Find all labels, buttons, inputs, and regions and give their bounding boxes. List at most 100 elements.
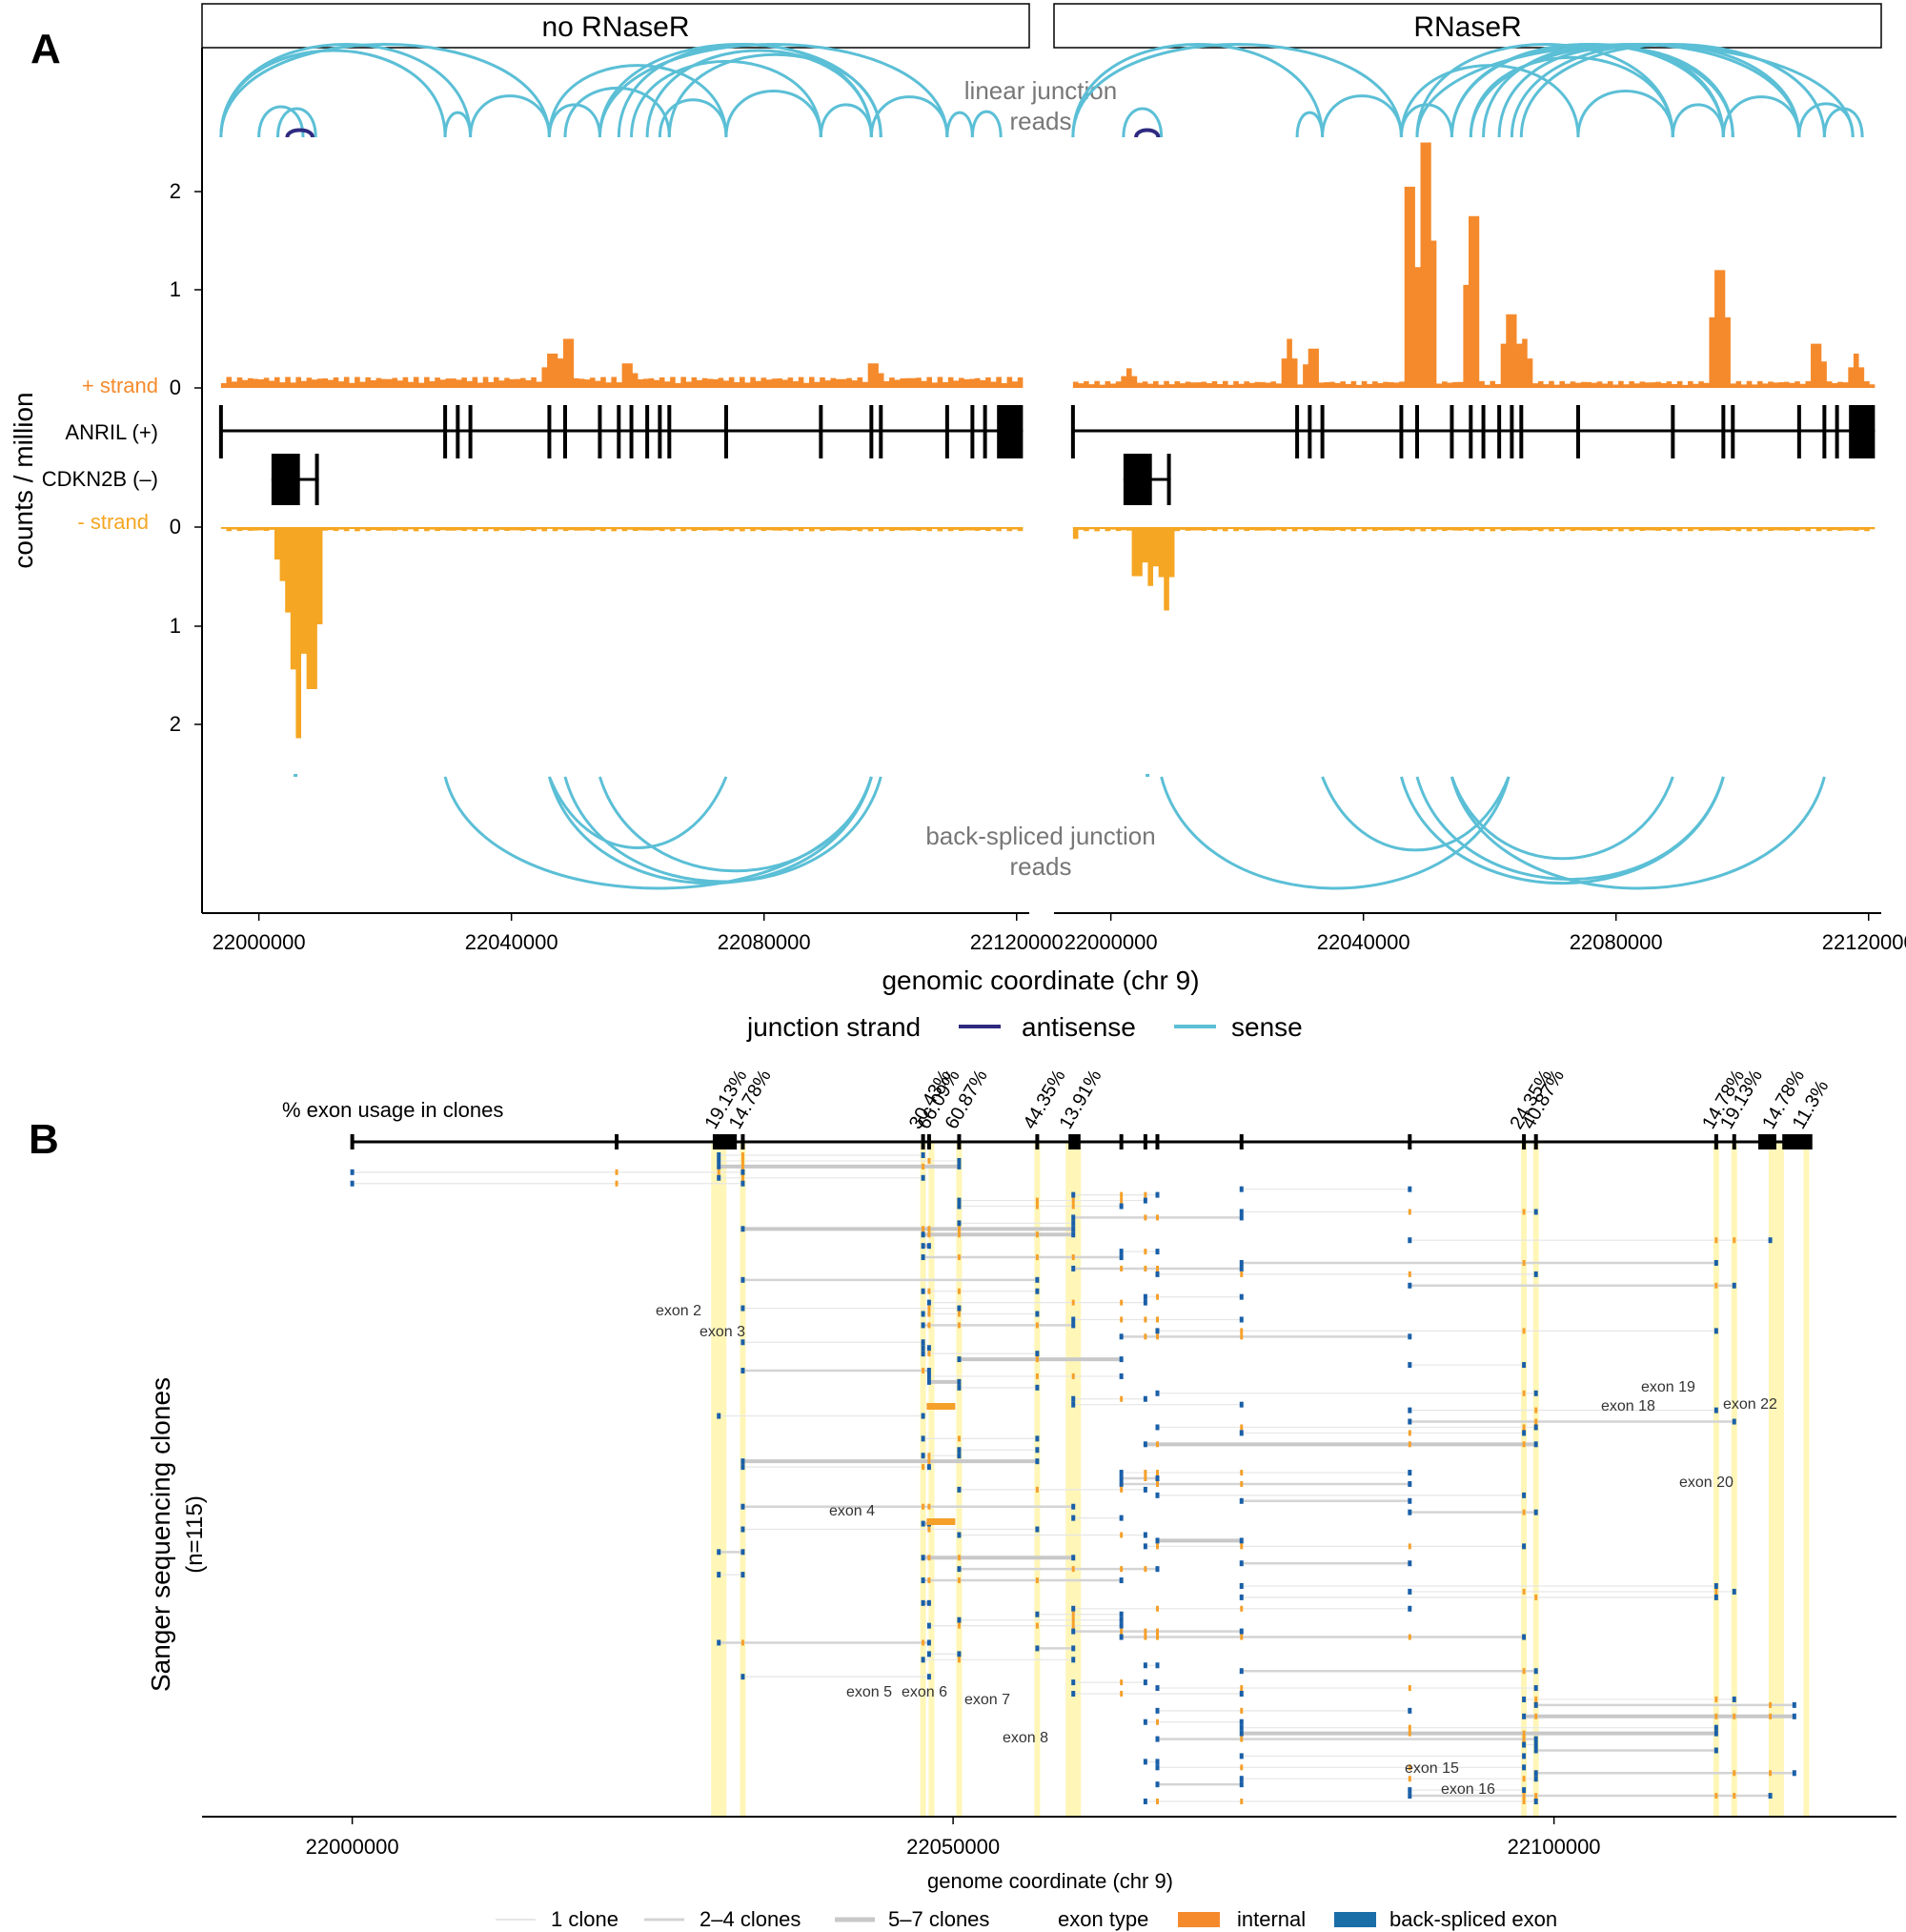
legend-label-internal: internal <box>1237 1907 1306 1931</box>
clone-back-spliced-exon <box>921 1322 925 1329</box>
clone-internal-exon <box>957 1231 961 1238</box>
clone-internal-exon <box>1240 1480 1244 1487</box>
clone-internal-exon <box>1714 1696 1718 1702</box>
clone-back-spliced-exon <box>1522 1764 1527 1771</box>
clone-internal-exon <box>1240 1799 1244 1804</box>
clone-internal-exon <box>1071 1299 1075 1306</box>
clone-internal-exon <box>1714 1237 1718 1244</box>
clone-back-spliced-exon <box>921 1231 925 1238</box>
clone-back-spliced-exon <box>1522 1787 1527 1794</box>
exon-highlight-band <box>1521 1142 1528 1817</box>
panel-b: B % exon usage in clones 19.13%14.78% 30.… <box>29 1067 1896 1931</box>
clone-internal-exon <box>1408 1441 1411 1448</box>
clone-internal-exon <box>1035 1577 1039 1584</box>
clone-internal-exon <box>1120 1191 1124 1198</box>
clone-back-spliced-exon <box>1035 1384 1040 1391</box>
clone-back-spliced-exon <box>1408 1707 1412 1714</box>
clone-back-spliced-exon <box>926 1599 931 1606</box>
clone-back-spliced-exon <box>1143 1679 1147 1686</box>
clone-back-spliced-exon <box>1155 1736 1160 1742</box>
clone-back-spliced-exon <box>1408 1480 1412 1487</box>
clone-back-spliced-exon <box>1239 1497 1244 1504</box>
clone-back-spliced-exon <box>1155 1537 1160 1544</box>
clone-back-spliced-exon <box>350 1169 355 1175</box>
backspliced-small-mark <box>294 774 298 777</box>
clone-back-spliced-exon <box>1239 1293 1244 1300</box>
clone-internal-exon <box>1240 1424 1244 1431</box>
clone-back-spliced-exon <box>1071 1605 1076 1612</box>
clone-internal-exon <box>1240 1328 1244 1334</box>
clone-internal-exon <box>1733 1713 1736 1719</box>
clone-back-spliced-exon <box>1143 1299 1147 1306</box>
exon-highlight-bands <box>711 1142 1810 1817</box>
anril-exon <box>1308 405 1312 458</box>
clone-internal-exon <box>1733 1770 1736 1777</box>
clone-back-spliced-exon <box>1522 1492 1527 1498</box>
panel-a-y-axis-title: counts / million <box>9 392 38 568</box>
exon-label-15: exon 15 <box>1405 1760 1459 1777</box>
backsplice-note-line2: reads <box>1009 852 1071 881</box>
clone-back-spliced-exon <box>1239 1214 1244 1221</box>
clone-internal-exon <box>1155 1543 1159 1550</box>
clone-back-spliced-exon <box>717 1163 721 1169</box>
clone-back-spliced-exon <box>1239 1260 1244 1266</box>
clone-back-spliced-exon <box>740 1674 745 1680</box>
clone-internal-exon <box>927 1555 931 1561</box>
clone-back-spliced-exon <box>1768 1237 1773 1244</box>
reference-exon <box>615 1134 619 1149</box>
clone-reference-gene <box>350 1134 1813 1149</box>
exon-usage-title: % exon usage in clones <box>282 1098 503 1122</box>
x-tick-label-b: 22050000 <box>906 1835 1000 1859</box>
clone-internal-exon <box>1120 1316 1124 1323</box>
anril-exon <box>1575 405 1580 458</box>
clone-back-spliced-exon <box>1792 1713 1796 1719</box>
clone-back-spliced-exon <box>1119 1254 1124 1261</box>
clone-internal-exon <box>1769 1701 1773 1708</box>
clone-back-spliced-exon <box>1071 1503 1076 1510</box>
backspliced-junction-arc <box>1415 776 1725 882</box>
clone-back-spliced-exon <box>1239 1583 1244 1589</box>
linear-junction-arc-antisense <box>1134 128 1161 138</box>
clone-internal-exon <box>957 1226 961 1232</box>
exon-highlight-band <box>928 1142 935 1817</box>
clone-back-spliced-exon <box>1713 1407 1718 1413</box>
clone-internal-exon <box>1071 1566 1075 1573</box>
facet-strip-rnaser <box>1053 3 1882 49</box>
clone-internal-exon <box>1408 1543 1411 1550</box>
clone-back-spliced-exon <box>1071 1515 1076 1521</box>
clone-internal-exon <box>1408 1764 1411 1771</box>
clone-back-spliced-exon <box>1533 1424 1538 1431</box>
anril-last-exon <box>997 405 1024 458</box>
clone-internal-exon <box>927 1157 931 1164</box>
reference-exon <box>1119 1134 1124 1149</box>
clone-internal-exon <box>1144 1249 1147 1255</box>
clone-internal-exon <box>1240 1271 1244 1277</box>
clone-internal-exon <box>740 1157 744 1164</box>
clone-internal-exon <box>1155 1265 1159 1271</box>
clone-back-spliced-exon <box>1713 1260 1718 1266</box>
clone-internal-exon <box>922 1464 925 1471</box>
clone-back-spliced-exon <box>1408 1186 1412 1192</box>
clone-back-spliced-exon <box>740 1180 745 1187</box>
y-tick-plus-0: 0 <box>170 376 181 399</box>
clone-back-spliced-exon <box>926 1373 931 1379</box>
reference-exon <box>740 1134 745 1149</box>
clone-back-spliced-exon <box>1071 1322 1076 1329</box>
clone-internal-exon <box>957 1288 961 1294</box>
anril-exon <box>598 405 602 458</box>
panel-b-y-axis-subtitle: (n=115) <box>182 1495 208 1574</box>
clone-internal-exon <box>1733 1793 1736 1800</box>
clone-back-spliced-exon <box>1239 1718 1244 1725</box>
clone-back-spliced-exon <box>1119 1356 1124 1363</box>
clone-back-spliced-exon <box>1408 1588 1412 1595</box>
clone-back-spliced-exon <box>957 1453 962 1459</box>
clone-back-spliced-exon <box>957 1447 962 1454</box>
clone-back-spliced-exon <box>1143 1441 1147 1448</box>
clone-back-spliced-exon <box>1408 1333 1412 1340</box>
anril-exon <box>456 405 460 458</box>
exon-highlight-band <box>1065 1142 1082 1817</box>
panel-a: A no RNaseR RNaseR 2 1 0 0 1 2 + strand … <box>9 3 1906 1042</box>
clone-internal-exon <box>1120 1265 1124 1271</box>
clone-back-spliced-exon <box>1035 1611 1040 1617</box>
linear-junction-arc-sense <box>1321 94 1403 138</box>
